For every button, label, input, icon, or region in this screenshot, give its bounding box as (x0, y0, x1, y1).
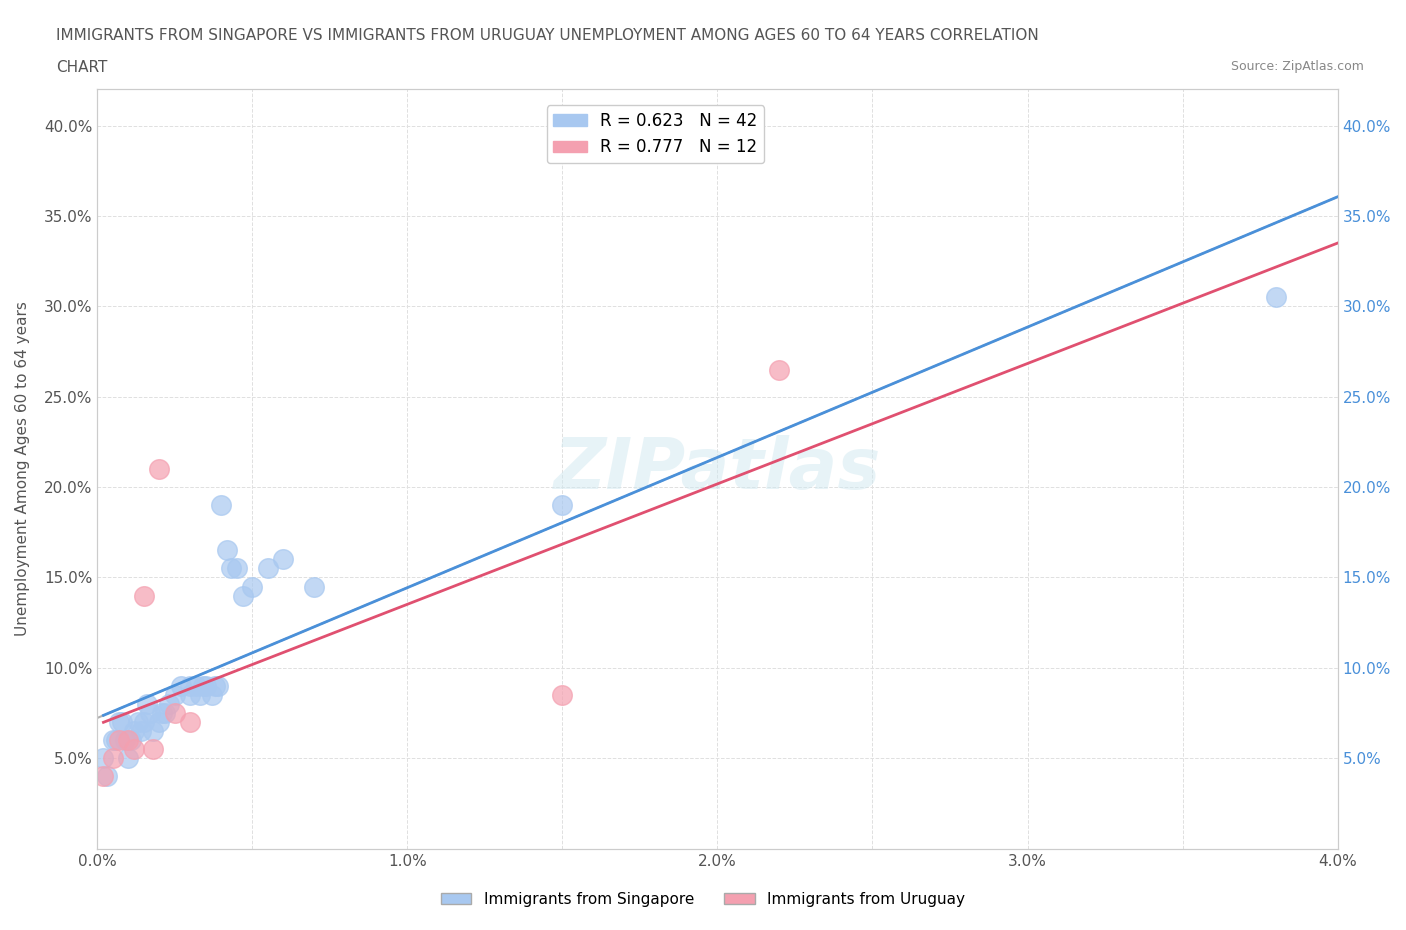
Y-axis label: Unemployment Among Ages 60 to 64 years: Unemployment Among Ages 60 to 64 years (15, 301, 30, 636)
Point (111, 714, 134, 729)
Text: CHART: CHART (56, 60, 108, 75)
Point (551, 687, 574, 702)
Point (155, 706, 177, 721)
Point (768, 362, 790, 377)
Point (551, 498, 574, 512)
Point (170, 679, 193, 694)
Point (93, 751, 115, 765)
Point (142, 742, 165, 757)
Point (132, 588, 155, 603)
Point (225, 561, 247, 576)
Point (179, 679, 201, 694)
Point (207, 679, 229, 694)
Point (163, 706, 186, 721)
Point (148, 714, 170, 729)
Point (271, 552, 294, 567)
Text: IMMIGRANTS FROM SINGAPORE VS IMMIGRANTS FROM URUGUAY UNEMPLOYMENT AMONG AGES 60 : IMMIGRANTS FROM SINGAPORE VS IMMIGRANTS … (56, 28, 1039, 43)
Point (191, 679, 214, 694)
Point (209, 498, 232, 512)
Point (217, 543, 239, 558)
Point (117, 751, 139, 765)
Text: Source: ZipAtlas.com: Source: ZipAtlas.com (1230, 60, 1364, 73)
Point (127, 714, 149, 729)
Point (219, 561, 242, 576)
Point (188, 687, 211, 702)
Point (96, 769, 118, 784)
Point (139, 706, 162, 721)
Point (129, 724, 152, 738)
Point (101, 751, 124, 765)
Point (157, 697, 180, 711)
Point (204, 679, 226, 694)
Point (101, 733, 124, 748)
Point (108, 714, 131, 729)
Point (179, 687, 201, 702)
Point (232, 588, 254, 603)
Point (120, 733, 142, 748)
Point (108, 733, 131, 748)
Point (163, 687, 186, 702)
Point (142, 724, 165, 738)
Point (256, 561, 278, 576)
Point (124, 742, 146, 757)
Point (201, 687, 224, 702)
Point (148, 461, 170, 476)
Point (150, 706, 173, 721)
Point (186, 679, 208, 694)
Point (194, 679, 217, 694)
Point (132, 714, 155, 729)
Point (104, 733, 127, 748)
Point (304, 579, 326, 594)
Point (114, 733, 136, 748)
Legend: Immigrants from Singapore, Immigrants from Uruguay: Immigrants from Singapore, Immigrants fr… (434, 886, 972, 913)
Point (117, 733, 139, 748)
Legend: R = 0.623   N = 42, R = 0.777   N = 12: R = 0.623 N = 42, R = 0.777 N = 12 (547, 105, 763, 163)
Point (1264, 290, 1286, 305)
Point (124, 724, 146, 738)
Point (93, 769, 115, 784)
Point (179, 714, 201, 729)
Point (135, 697, 157, 711)
Text: ZIPatlas: ZIPatlas (554, 434, 882, 503)
Point (240, 579, 263, 594)
